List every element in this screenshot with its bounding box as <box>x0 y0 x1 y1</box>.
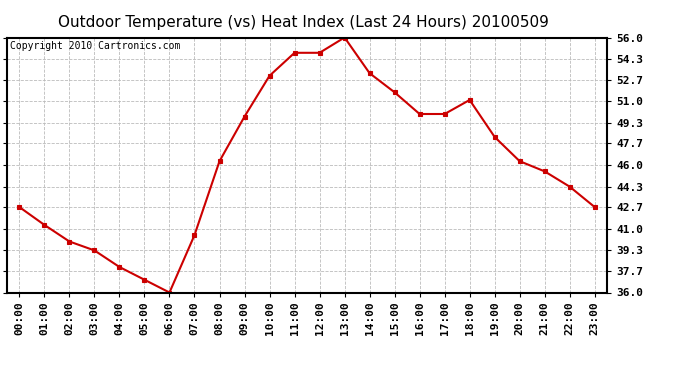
Text: Copyright 2010 Cartronics.com: Copyright 2010 Cartronics.com <box>10 41 180 51</box>
Text: Outdoor Temperature (vs) Heat Index (Last 24 Hours) 20100509: Outdoor Temperature (vs) Heat Index (Las… <box>58 15 549 30</box>
